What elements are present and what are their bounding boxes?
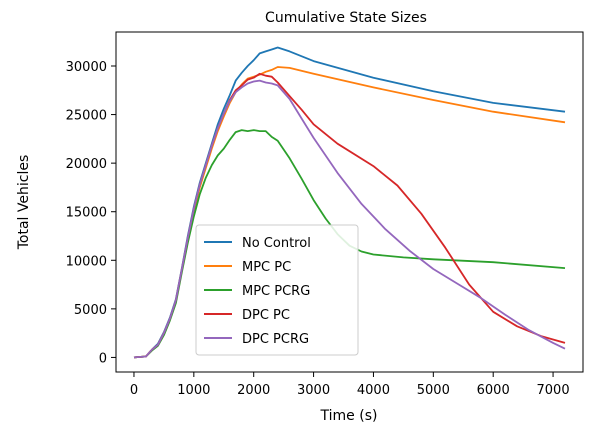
x-tick-label: 5000 [417, 383, 450, 398]
legend-frame [195, 224, 359, 356]
y-tick-label: 30000 [66, 60, 107, 75]
y-tick-label: 0 [99, 351, 107, 366]
plot-frame [115, 31, 584, 373]
x-axis-label: Time (s) [320, 408, 378, 424]
axis-ticks: 0 1000 2000 3000 4000 5000 6000 7000 0 5000 10000 1… [66, 60, 570, 398]
legend-label: MPC PC [242, 260, 291, 275]
legend-label: MPC PCRG [242, 284, 310, 299]
y-tick-label: 15000 [66, 206, 107, 221]
y-tick-label: 10000 [66, 254, 107, 269]
chart-title: Cumulative State Sizes [265, 10, 427, 26]
series-line-dpc-pcrg [133, 79, 566, 359]
x-tick-label: 7000 [537, 383, 570, 398]
legend-label: No Control [242, 236, 311, 251]
legend: No Control MPC PC MPC PCRG DPC PC DPC PCRG [195, 224, 359, 356]
x-tick-label: 6000 [477, 383, 510, 398]
y-tick-label: 5000 [74, 303, 107, 318]
legend-label: DPC PCRG [242, 332, 309, 347]
x-tick-label: 4000 [357, 383, 390, 398]
y-tick-label: 20000 [66, 157, 107, 172]
plot-area [133, 46, 566, 359]
legend-label: DPC PC [242, 308, 290, 323]
x-tick-label: 0 [130, 383, 138, 398]
y-axis-label: Total Vehicles [16, 155, 32, 251]
x-tick-label: 1000 [177, 383, 210, 398]
x-tick-label: 2000 [237, 383, 270, 398]
y-tick-label: 25000 [66, 109, 107, 124]
x-tick-label: 3000 [297, 383, 330, 398]
